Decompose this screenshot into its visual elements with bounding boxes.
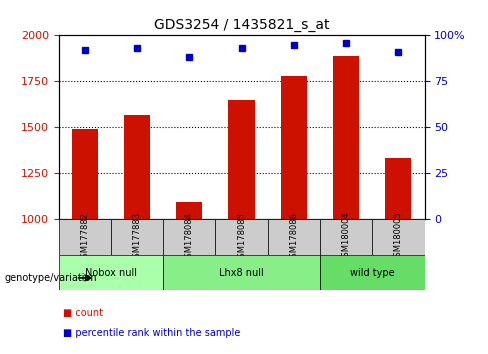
Text: genotype/variation: genotype/variation [5,273,98,283]
Text: Nobox null: Nobox null [85,268,137,278]
Text: GSM177882: GSM177882 [80,212,89,263]
FancyBboxPatch shape [59,219,111,255]
Title: GDS3254 / 1435821_s_at: GDS3254 / 1435821_s_at [154,18,329,32]
FancyBboxPatch shape [372,219,425,255]
FancyBboxPatch shape [59,255,163,290]
Text: wild type: wild type [350,268,395,278]
FancyBboxPatch shape [268,219,320,255]
Bar [176,202,203,219]
FancyBboxPatch shape [320,219,372,255]
Bar [281,76,307,219]
Text: ■ percentile rank within the sample: ■ percentile rank within the sample [63,328,241,338]
Text: GSM178084: GSM178084 [185,212,194,263]
Text: GSM180004: GSM180004 [342,212,351,263]
Text: GSM178086: GSM178086 [289,212,298,263]
Text: GSM178085: GSM178085 [237,212,246,263]
Bar [124,115,150,219]
FancyBboxPatch shape [163,219,215,255]
Text: GSM177883: GSM177883 [132,212,142,263]
Text: Lhx8 null: Lhx8 null [219,268,264,278]
FancyBboxPatch shape [320,255,425,290]
Text: ■ count: ■ count [63,308,103,318]
Bar [228,100,255,219]
FancyBboxPatch shape [111,219,163,255]
Bar [333,56,359,219]
Bar [386,158,411,219]
FancyBboxPatch shape [215,219,268,255]
FancyBboxPatch shape [163,255,320,290]
Bar [72,129,98,219]
Text: GSM180005: GSM180005 [394,212,403,263]
